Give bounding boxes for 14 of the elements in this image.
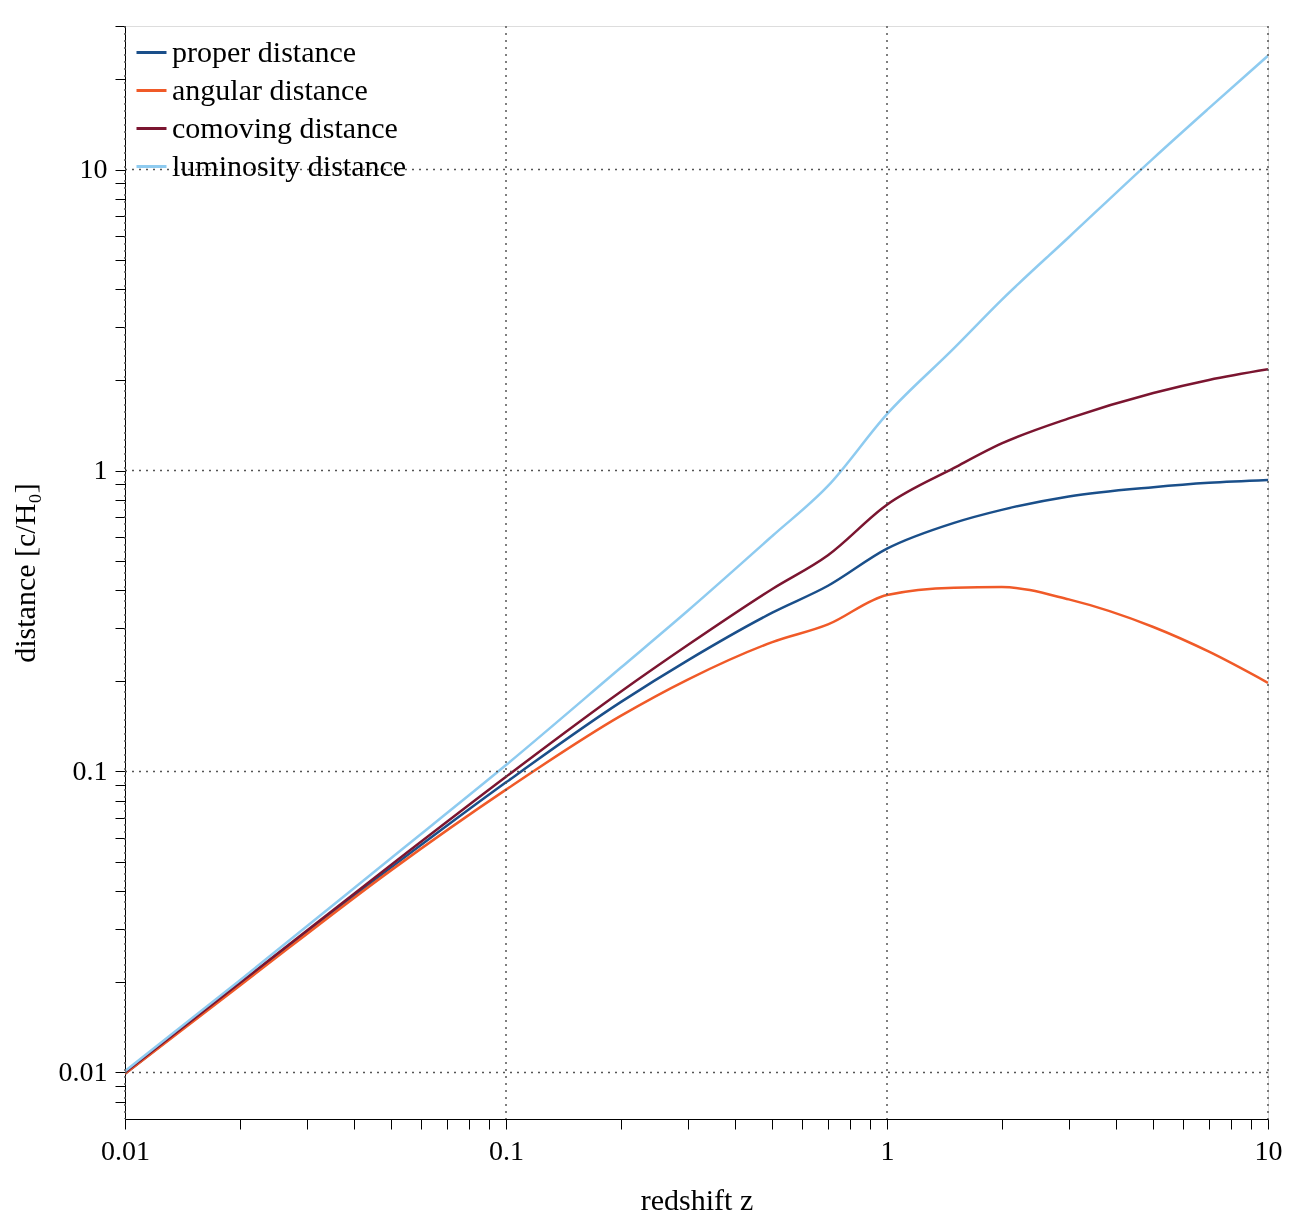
y-tick-label: 10 <box>79 153 108 185</box>
x-axis-title: redshift z <box>640 1182 754 1216</box>
y-tick-label: 1 <box>93 454 108 486</box>
legend-label: comoving distance <box>172 110 398 144</box>
x-tick-label: 10 <box>1254 1134 1283 1166</box>
legend-label: proper distance <box>172 34 357 68</box>
x-tick-label: 1 <box>880 1134 895 1166</box>
legend-label: angular distance <box>172 72 368 106</box>
y-tick-label: 0.1 <box>72 754 108 786</box>
y-tick-label: 0.01 <box>58 1055 108 1087</box>
x-tick-label: 0.01 <box>101 1134 150 1166</box>
x-tick-label: 0.1 <box>489 1134 524 1166</box>
y-axis-title: distance [c/H₀] <box>7 483 41 663</box>
legend-label: luminosity distance <box>172 148 407 182</box>
